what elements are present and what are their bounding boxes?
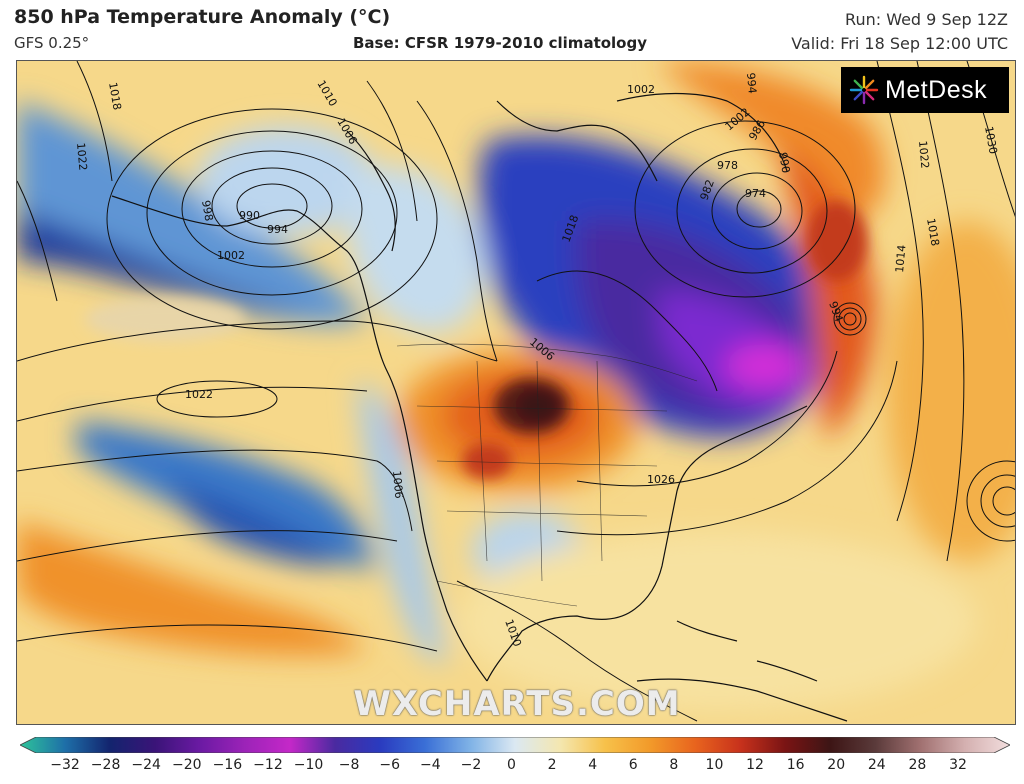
valid-time-label: Valid: Fri 18 Sep 12:00 UTC: [791, 34, 1008, 53]
colorbar-tick-label: −24: [131, 757, 161, 773]
colorbar-tick-label: −12: [253, 757, 283, 773]
colorbar-tick-label: 12: [746, 757, 764, 773]
isobar-label: 1022: [74, 142, 89, 171]
isobar-label: 1002: [627, 83, 655, 96]
colorbar-tick-label: 32: [949, 757, 967, 773]
colorbar-tick-label: −16: [212, 757, 243, 773]
isobar-label: 978: [717, 159, 738, 172]
isobar-label: 974: [745, 187, 766, 200]
isobar-label: 1006: [390, 470, 405, 499]
colorbar-tick-label: −2: [460, 757, 482, 773]
colorbar-tick-label: −28: [90, 757, 121, 773]
colorbar-tick-label: 10: [705, 757, 724, 773]
colorbar-fill: [19, 736, 1011, 754]
colorbar-tick-label: 16: [786, 757, 805, 773]
isobar-label: 1026: [647, 473, 675, 486]
coastlines: [111, 92, 848, 722]
colorbar-tick-label: 4: [588, 757, 598, 773]
map-canvas: 1018 1022 1010 1006 1002 998 990 994 100…: [17, 61, 1015, 724]
colorbar-tick-label: −10: [293, 757, 324, 773]
anomaly-map: 1018 1022 1010 1006 1002 998 990 994 100…: [16, 60, 1016, 725]
isobar-labels: 1018 1022 1010 1006 1002 998 990 994 100…: [74, 72, 1000, 648]
colorbar-tick-label: −4: [419, 757, 441, 773]
logo-text: MetDesk: [885, 75, 988, 104]
colorbar-tick-label: 8: [669, 757, 679, 773]
colorbar-tick-label: 20: [827, 757, 846, 773]
colorbar-tick-label: −20: [171, 757, 202, 773]
colorbar: −32 −28 −24 −20 −16 −12 −10 −8 −6 −4 −2 0 2 4 6 8 10 12 16…: [19, 736, 1011, 781]
isobar-label: 998: [199, 199, 215, 222]
colorbar-tick-label: 0: [507, 757, 516, 773]
starburst-logo-icon: [849, 75, 879, 105]
isobar-label: 1022: [185, 388, 213, 401]
isobar-label: 1018: [106, 81, 124, 111]
isobar-label: 1014: [893, 244, 908, 273]
colorbar-graphic: [19, 736, 1011, 754]
isobar-label: 990: [239, 209, 260, 222]
isobar-label: 994: [267, 223, 288, 236]
climatology-base-label: Base: CFSR 1979-2010 climatology: [352, 34, 648, 52]
isobar-label: 994: [744, 72, 759, 94]
isobars: [17, 61, 1015, 722]
colorbar-ticks: −32 −28 −24 −20 −16 −12 −10 −8 −6 −4 −2 0 2 4 6 8 10 12 16…: [20, 757, 1010, 781]
colorbar-tick-label: −8: [338, 757, 360, 773]
model-label: GFS 0.25°: [14, 34, 90, 52]
isobar-label: 1002: [217, 249, 245, 262]
isobar-label: 990: [776, 151, 792, 174]
isobar-label: 1018: [924, 217, 942, 247]
colorbar-tick-label: −6: [379, 757, 401, 773]
colorbar-tick-label: 2: [547, 757, 557, 773]
metdesk-logo: MetDesk: [841, 67, 1009, 113]
run-time-label: Run: Wed 9 Sep 12Z: [845, 10, 1008, 29]
watermark: WXCHARTS.COM: [353, 684, 681, 724]
colorbar-tick-label: 6: [628, 757, 638, 773]
colorbar-tick-label: −32: [50, 757, 80, 773]
anomaly-field: [17, 61, 1015, 724]
isobar-label: 1030: [982, 125, 1000, 155]
chart-title: 850 hPa Temperature Anomaly (°C): [14, 6, 391, 28]
colorbar-tick-label: 24: [867, 757, 886, 773]
isobar-label: 1022: [916, 140, 931, 169]
colorbar-tick-label: 28: [908, 757, 927, 773]
